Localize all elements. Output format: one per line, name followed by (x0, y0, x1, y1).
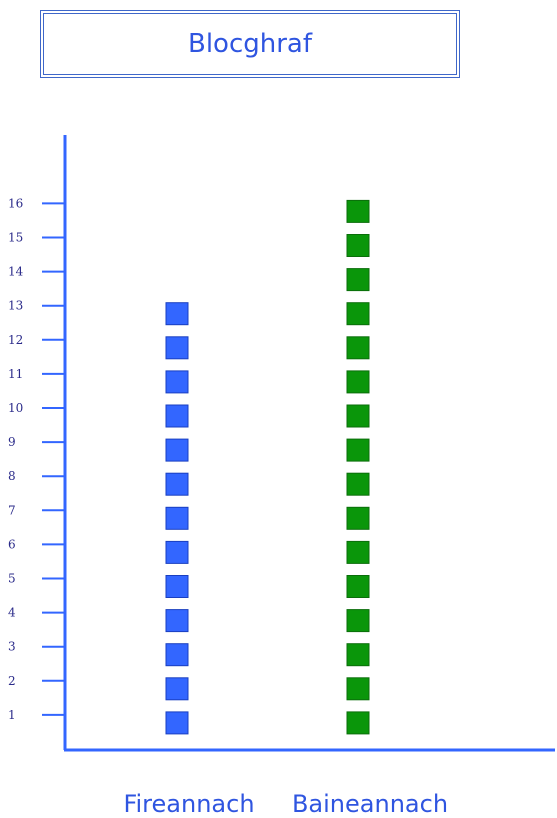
block-fireannach (165, 404, 189, 428)
block-fireannach (165, 711, 189, 735)
block-fireannach (165, 472, 189, 496)
block-baineannach (346, 268, 370, 292)
block-baineannach (346, 438, 370, 462)
y-tick-label: 9 (8, 435, 16, 449)
block-baineannach (346, 472, 370, 496)
y-tick-label: 13 (8, 299, 23, 313)
block-baineannach (346, 506, 370, 530)
block-baineannach (346, 677, 370, 701)
chart-title: Blocghraf (187, 29, 313, 59)
y-tick-label: 14 (8, 265, 24, 279)
block-baineannach (346, 370, 370, 394)
block-baineannach (346, 336, 370, 360)
y-tick-label: 16 (8, 196, 23, 210)
category-label-baineannach: Baineannach (292, 790, 448, 818)
block-fireannach (165, 438, 189, 462)
block-fireannach (165, 506, 189, 530)
category-label-fireannach: Fireannach (123, 790, 254, 818)
y-tick-label: 4 (8, 606, 16, 620)
block-baineannach (346, 540, 370, 564)
y-tick-label: 5 (8, 572, 16, 586)
y-tick-label: 8 (8, 469, 16, 483)
block-baineannach (346, 643, 370, 667)
block-baineannach (346, 302, 370, 326)
block-fireannach (165, 370, 189, 394)
block-fireannach (165, 643, 189, 667)
block-baineannach (346, 404, 370, 428)
y-tick-label: 11 (8, 367, 23, 381)
block-baineannach (346, 199, 370, 223)
y-tick-label: 10 (8, 401, 23, 415)
block-fireannach (165, 336, 189, 360)
block-fireannach (165, 540, 189, 564)
chart-title-box: Blocghraf (40, 10, 460, 78)
block-baineannach (346, 609, 370, 633)
block-baineannach (346, 575, 370, 598)
block-baineannach (346, 234, 370, 257)
y-tick-label: 12 (8, 333, 23, 347)
block-fireannach (165, 609, 189, 633)
y-tick-label: 2 (8, 674, 16, 688)
block-fireannach (165, 575, 189, 598)
y-tick-label: 1 (8, 708, 16, 722)
block-baineannach (346, 711, 370, 735)
block-fireannach (165, 302, 189, 326)
block-fireannach (165, 677, 189, 701)
y-tick-label: 6 (8, 537, 16, 551)
y-tick-label: 7 (8, 503, 16, 517)
y-tick-label: 3 (8, 640, 16, 654)
y-tick-label: 15 (8, 231, 23, 245)
